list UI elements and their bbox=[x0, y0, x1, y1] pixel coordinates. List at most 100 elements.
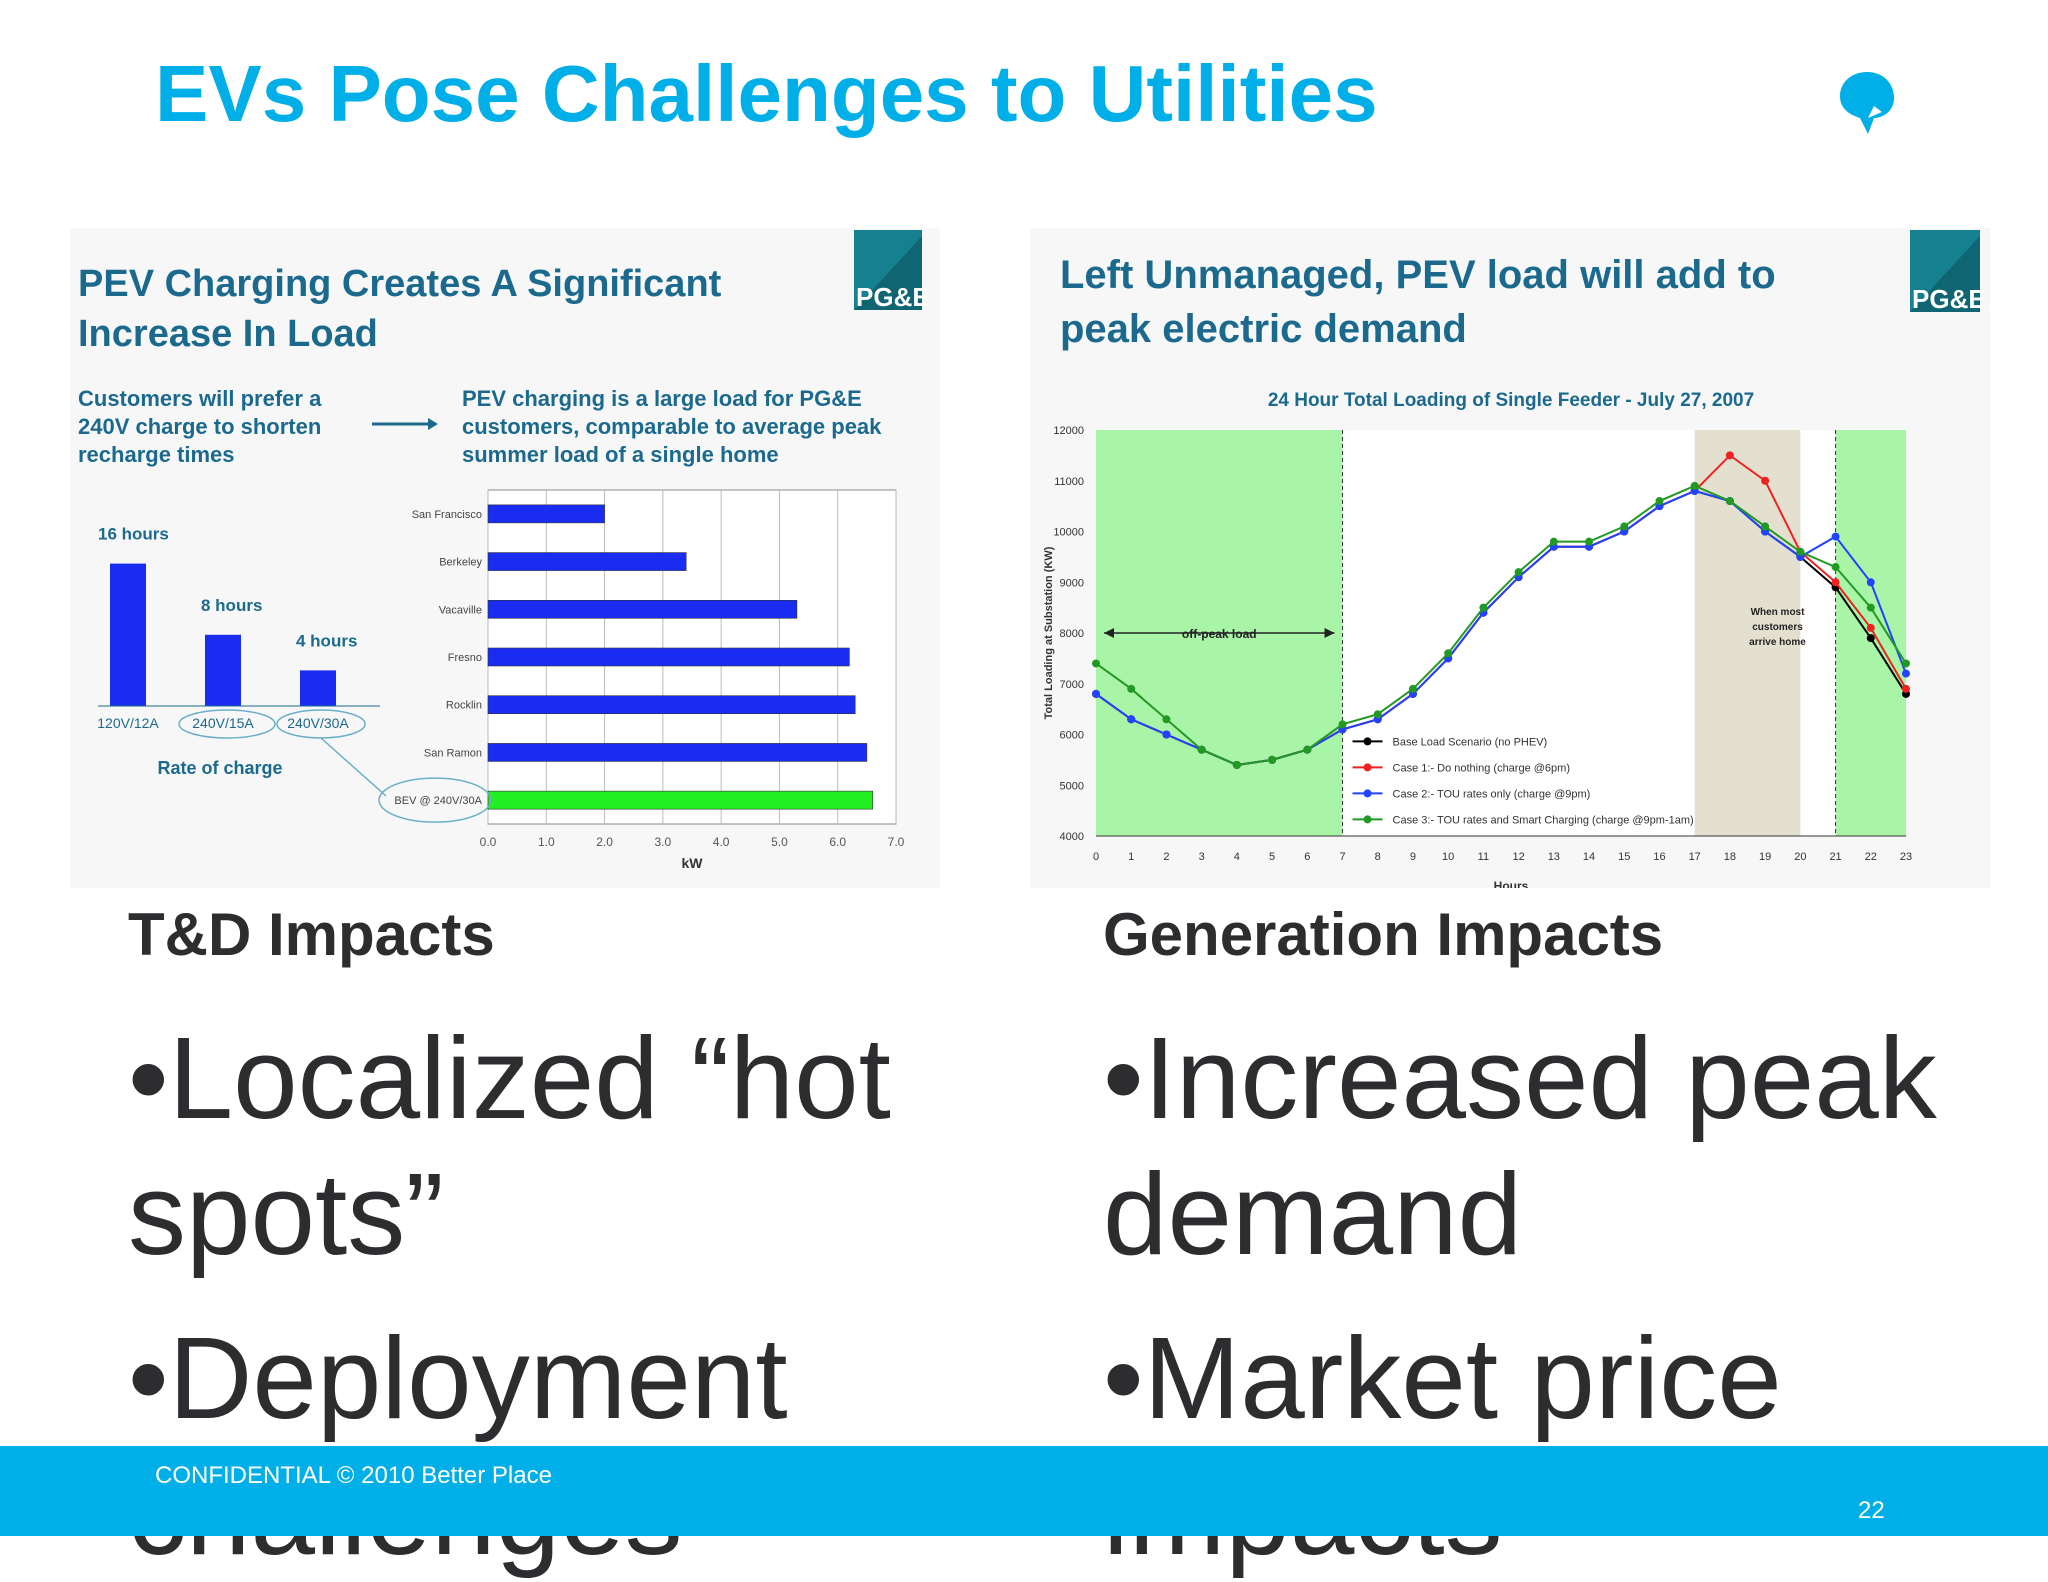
arrow-right-icon bbox=[1324, 628, 1335, 638]
pge-logo-right: PG&E bbox=[1910, 230, 1986, 314]
load-tick-label: 0.0 bbox=[480, 835, 497, 849]
legend-label: Case 1:- Do nothing (charge @6pm) bbox=[1393, 762, 1570, 774]
feeder-point bbox=[1373, 710, 1382, 719]
page-number: 22 bbox=[1858, 1497, 1885, 1524]
recharge-value-label: 4 hours bbox=[296, 631, 357, 650]
load-tick-label: 7.0 bbox=[888, 835, 905, 849]
note-left-line: recharge times bbox=[78, 442, 235, 467]
feeder-point bbox=[1831, 578, 1840, 587]
feeder-point bbox=[1761, 476, 1770, 485]
feeder-series-line bbox=[1095, 484, 1907, 766]
legend-marker bbox=[1363, 815, 1372, 824]
load-category-label: Rocklin bbox=[446, 700, 482, 712]
feeder-point bbox=[1866, 603, 1875, 612]
feeder-point bbox=[1444, 649, 1453, 658]
feeder-xtick-label: 17 bbox=[1689, 851, 1701, 863]
highlight-ellipse bbox=[178, 709, 276, 739]
feeder-xtick-label: 6 bbox=[1304, 851, 1310, 863]
load-category-label: Vacaville bbox=[439, 604, 482, 616]
offpeak-region bbox=[1835, 430, 1906, 836]
peak-note-line: When most bbox=[1751, 607, 1806, 618]
feeder-xtick-label: 4 bbox=[1234, 851, 1240, 863]
legend-label: Case 2:- TOU rates only (charge @9pm) bbox=[1393, 788, 1591, 800]
load-category-label: San Ramon bbox=[424, 747, 482, 759]
load-tick-label: 5.0 bbox=[771, 835, 788, 849]
peak-region bbox=[1694, 430, 1801, 836]
note-right-line: PEV charging is a large load for PG&E bbox=[462, 386, 862, 411]
recharge-bar bbox=[110, 563, 146, 706]
load-xlabel: kW bbox=[682, 855, 704, 871]
legend-label: Case 3:- TOU rates and Smart Charging (c… bbox=[1393, 814, 1694, 826]
feeder-xtick-label: 11 bbox=[1478, 851, 1489, 863]
feeder-point bbox=[1549, 537, 1558, 546]
load-bar bbox=[487, 790, 873, 810]
feeder-xtick-label: 2 bbox=[1163, 851, 1169, 863]
feeder-xtick-label: 8 bbox=[1375, 851, 1381, 863]
feeder-xtick-label: 5 bbox=[1269, 851, 1275, 863]
feeder-ytick-label: 10000 bbox=[1053, 527, 1084, 539]
feeder-ytick-label: 7000 bbox=[1060, 679, 1084, 691]
load-tick-label: 1.0 bbox=[538, 835, 555, 849]
load-category-label: Fresno bbox=[448, 652, 482, 664]
load-bar bbox=[487, 599, 798, 619]
feeder-point bbox=[1092, 689, 1100, 698]
pge-logo-left: PG&E bbox=[854, 230, 930, 312]
feeder-xtick-label: 10 bbox=[1442, 851, 1454, 863]
feeder-xlabel: Hours bbox=[1494, 879, 1529, 888]
feeder-xtick-label: 18 bbox=[1724, 851, 1736, 863]
feeder-xtick-label: 19 bbox=[1759, 851, 1771, 863]
pge-logo-text: PG&E bbox=[856, 282, 930, 312]
load-tick-label: 3.0 bbox=[655, 835, 672, 849]
feeder-point bbox=[1655, 497, 1664, 506]
recharge-tick-label: 240V/30A bbox=[287, 715, 349, 731]
feeder-xtick-label: 7 bbox=[1339, 851, 1345, 863]
feeder-point bbox=[1620, 522, 1629, 531]
footer-bar bbox=[0, 1446, 2048, 1536]
left-chart-svg: PEV Charging Creates A Significant Incre… bbox=[78, 230, 930, 871]
pge-logo-text: PG&E bbox=[1912, 284, 1986, 314]
feeder-point bbox=[1902, 659, 1910, 668]
connector-line bbox=[320, 737, 387, 797]
load-bar bbox=[487, 743, 868, 762]
feeder-xtick-label: 3 bbox=[1199, 851, 1205, 863]
feeder-ytick-label: 12000 bbox=[1053, 425, 1084, 437]
arrow-left-icon bbox=[1104, 628, 1114, 638]
feeder-xtick-label: 16 bbox=[1653, 851, 1665, 863]
feeder-point bbox=[1479, 603, 1488, 612]
right-chart-svg: Left Unmanaged, PEV load will add to pea… bbox=[1043, 230, 1986, 888]
load-bar bbox=[487, 552, 687, 571]
note-right-line: summer load of a single home bbox=[462, 442, 779, 467]
feeder-ytick-label: 11000 bbox=[1054, 476, 1084, 488]
load-bar bbox=[487, 695, 856, 715]
left-heading-line2: Increase In Load bbox=[78, 313, 378, 355]
feeder-point bbox=[1831, 563, 1840, 572]
feeder-point bbox=[1162, 730, 1171, 739]
feeder-ytick-label: 5000 bbox=[1060, 780, 1084, 792]
feeder-ylabel: Total Loading at Substation (KW) bbox=[1043, 546, 1055, 719]
feeder-point bbox=[1761, 522, 1770, 531]
feeder-point bbox=[1866, 623, 1875, 632]
recharge-value-label: 16 hours bbox=[98, 525, 169, 544]
feeder-point bbox=[1232, 760, 1241, 769]
load-category-label: San Francisco bbox=[412, 509, 482, 521]
feeder-xtick-label: 12 bbox=[1512, 851, 1524, 863]
feeder-point bbox=[1796, 547, 1805, 556]
load-tick-label: 6.0 bbox=[829, 835, 846, 849]
feeder-point bbox=[1866, 578, 1875, 587]
legend-marker bbox=[1363, 763, 1372, 772]
feeder-xtick-label: 0 bbox=[1093, 851, 1099, 863]
feeder-point bbox=[1690, 481, 1699, 490]
right-image-panel: Left Unmanaged, PEV load will add to pea… bbox=[1030, 228, 1990, 888]
load-tick-label: 2.0 bbox=[596, 835, 613, 849]
recharge-tick-label: 120V/12A bbox=[97, 715, 159, 731]
feeder-xtick-label: 23 bbox=[1900, 851, 1912, 863]
right-heading-line2: peak electric demand bbox=[1060, 307, 1467, 351]
feeder-point bbox=[1127, 715, 1136, 724]
recharge-bar bbox=[300, 670, 336, 706]
legend-label: Base Load Scenario (no PHEV) bbox=[1393, 736, 1548, 748]
recharge-value-label: 8 hours bbox=[201, 596, 262, 615]
note-right: PEV charging is a large load for PG&E cus… bbox=[462, 386, 882, 467]
recharge-xlabel: Rate of charge bbox=[157, 758, 282, 778]
feeder-point bbox=[1725, 451, 1734, 460]
bullet-item: •Localized “hot spots” bbox=[128, 1013, 891, 1279]
